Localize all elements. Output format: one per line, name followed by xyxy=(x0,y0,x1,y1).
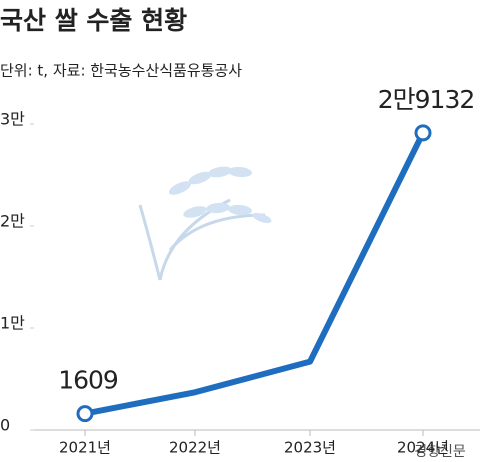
watermark: 경향신문 xyxy=(414,444,466,460)
value-label: 1609 xyxy=(58,366,118,395)
x-tick-label: 2021년 xyxy=(59,439,111,457)
value-label: 2만9132 xyxy=(378,85,475,114)
marker xyxy=(414,124,432,142)
chart-subtitle: 단위: t, 자료: 한국농수산식품유통공사 xyxy=(0,62,242,80)
x-tick-label: 2024년 xyxy=(397,439,449,457)
y-tick-label: 1만 xyxy=(0,314,25,333)
marker xyxy=(76,405,94,423)
y-tick-label: 3만 xyxy=(0,110,25,129)
rice-icon xyxy=(138,166,272,281)
x-tick-label: 2022년 xyxy=(169,439,221,457)
line xyxy=(84,131,426,417)
y-tick-label: 0 xyxy=(0,416,10,435)
x-tick-label: 2023년 xyxy=(284,439,336,457)
chart-title: 국산 쌀 수출 현황 xyxy=(0,6,187,35)
y-tick-label: 2만 xyxy=(0,212,25,231)
